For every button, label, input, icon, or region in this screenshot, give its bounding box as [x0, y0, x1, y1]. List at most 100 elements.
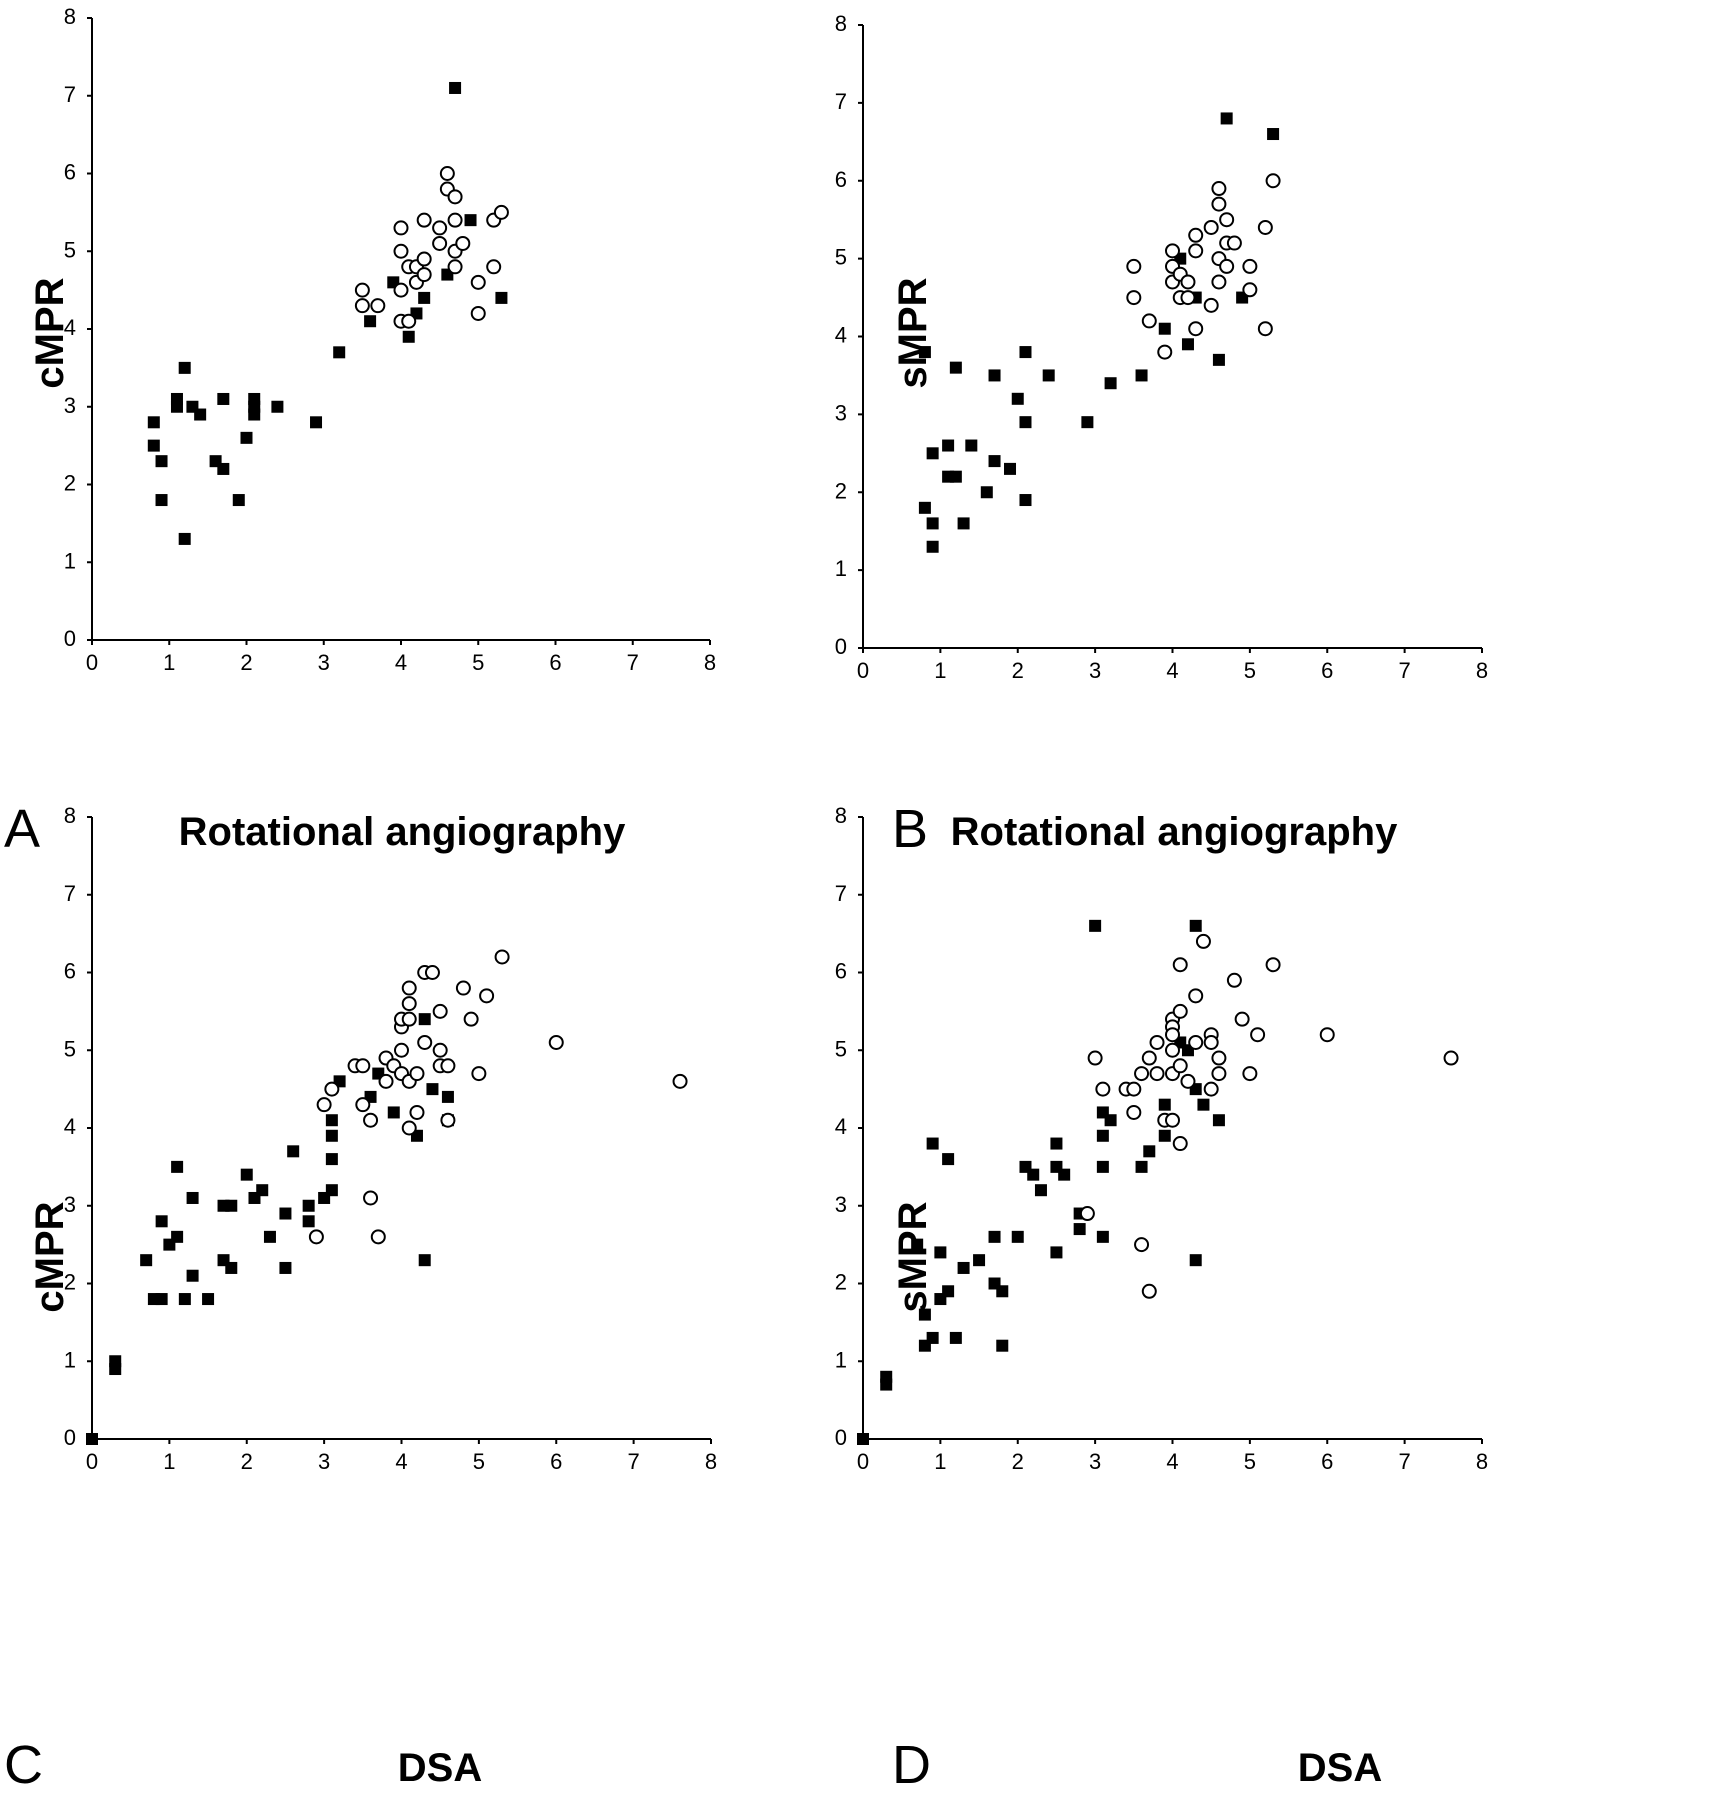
data-point-open-circle [1141, 1283, 1157, 1299]
data-point-filled-square [1143, 1145, 1156, 1158]
data-point-open-circle [370, 298, 386, 314]
data-point-open-circle [1188, 243, 1204, 259]
scatter-plot-d: 0 1 2 3 4 5 6 7 8 0 1 2 3 4 5 6 7 8 [835, 803, 1488, 1474]
data-point-open-circle [479, 988, 495, 1004]
data-point-filled-square [980, 486, 993, 499]
data-point-open-circle [455, 235, 471, 251]
data-point-open-circle [470, 274, 486, 290]
y-tick-label: 2 [835, 478, 847, 503]
data-point-open-circle [417, 1034, 433, 1050]
data-point-open-circle [424, 965, 440, 980]
y-tick-label: 8 [64, 803, 76, 828]
data-point-filled-square [934, 1246, 947, 1259]
y-tick-label: 8 [835, 11, 847, 36]
data-point-filled-square [1073, 1223, 1086, 1236]
x-axis-label: DSA [1297, 1746, 1383, 1790]
data-point-filled-square [155, 1215, 168, 1228]
data-point-open-circle [548, 1034, 564, 1050]
y-tick-label: 5 [64, 237, 76, 262]
x-tick-label: 5 [1244, 1449, 1256, 1474]
data-point-filled-square [387, 1106, 400, 1119]
data-point-open-circle [1180, 274, 1196, 290]
data-point-filled-square [1004, 462, 1017, 475]
data-point-open-circle [308, 1229, 324, 1245]
data-point-filled-square [109, 1363, 122, 1376]
data-point-open-circle [1265, 957, 1281, 973]
x-tick-label: 6 [549, 650, 561, 675]
data-point-open-circle [1172, 1136, 1188, 1152]
data-point-open-circle [447, 189, 463, 205]
data-point-filled-square [918, 346, 931, 359]
data-point-filled-square [186, 1269, 199, 1282]
data-point-filled-square [1197, 1098, 1210, 1111]
data-point-filled-square [232, 494, 245, 507]
data-point-open-circle [393, 220, 409, 236]
y-tick-label: 6 [835, 167, 847, 192]
data-point-open-circle [416, 251, 432, 267]
x-tick-label: 1 [934, 658, 946, 683]
data-point-filled-square [287, 1145, 300, 1158]
y-tick-label: 1 [835, 556, 847, 581]
data-point-filled-square [1058, 1168, 1071, 1181]
data-point-filled-square [325, 1114, 338, 1127]
y-tick-label: 3 [835, 400, 847, 425]
data-point-filled-square [217, 392, 230, 405]
data-point-filled-square [918, 1308, 931, 1321]
data-point-open-circle [370, 1229, 386, 1245]
x-tick-label: 0 [857, 1449, 869, 1474]
data-point-filled-square [170, 392, 183, 405]
data-point-filled-square [186, 1191, 199, 1204]
panel-a: 0 1 2 3 4 5 6 7 8 0 1 2 3 4 5 6 7 8 cMPR Rotational angio… [0, 0, 859, 900]
data-point-filled-square [310, 416, 323, 429]
data-point-open-circle [1443, 1050, 1459, 1066]
data-point-filled-square [279, 1207, 292, 1220]
y-tick-label: 8 [835, 803, 847, 828]
x-axis-label: Rotational angiography [950, 810, 1398, 854]
y-tick-label: 4 [835, 323, 847, 348]
data-point-filled-square [857, 1433, 869, 1445]
data-point-open-circle [1172, 1003, 1188, 1019]
data-point-open-circle [672, 1073, 688, 1089]
data-point-filled-square [155, 455, 168, 468]
x-tick-label: 6 [1321, 658, 1333, 683]
data-point-filled-square [86, 1433, 98, 1445]
x-tick-label: 0 [86, 650, 98, 675]
data-point-filled-square [325, 1129, 338, 1142]
data-point-open-circle [401, 1011, 417, 1027]
data-point-filled-square [988, 1230, 1001, 1243]
x-tick-label: 1 [163, 1449, 175, 1474]
data-point-open-circle [1203, 1081, 1219, 1097]
x-tick-label: 3 [1089, 658, 1101, 683]
data-point-filled-square [418, 1013, 431, 1026]
data-point-filled-square [1050, 1137, 1063, 1150]
data-point-open-circle [1180, 1073, 1196, 1089]
data-point-filled-square [1104, 377, 1117, 390]
x-tick-label: 6 [1321, 1449, 1333, 1474]
data-point-open-circle [401, 980, 417, 996]
y-tick-label: 2 [64, 1270, 76, 1295]
x-axis-label: DSA [397, 1746, 483, 1790]
data-point-filled-square [426, 1083, 439, 1096]
data-point-filled-square [1267, 128, 1280, 141]
y-tick-label: 1 [835, 1347, 847, 1372]
data-point-filled-square [178, 1293, 191, 1306]
data-point-filled-square [1089, 919, 1102, 932]
data-point-filled-square [926, 540, 939, 553]
y-tick-label: 3 [64, 1192, 76, 1217]
data-point-open-circle [1257, 219, 1273, 235]
data-point-open-circle [432, 1003, 448, 1019]
data-point-filled-square [240, 1168, 253, 1181]
data-point-filled-square [965, 439, 978, 452]
x-tick-label: 2 [241, 1449, 253, 1474]
data-point-filled-square [1019, 416, 1032, 429]
data-point-filled-square [1189, 1254, 1202, 1267]
data-point-filled-square [302, 1215, 315, 1228]
data-point-open-circle [1165, 1042, 1180, 1058]
data-point-filled-square [325, 1153, 338, 1166]
data-point-filled-square [225, 1261, 238, 1274]
scatter-plot-b: 0 1 2 3 4 5 6 7 8 0 1 2 3 4 5 6 7 8 [835, 11, 1488, 683]
panel-letter: B [892, 799, 929, 859]
data-point-open-circle [409, 1066, 425, 1082]
scatter-plot-a: 0 1 2 3 4 5 6 7 8 0 1 2 3 4 5 6 7 8 [64, 4, 716, 675]
